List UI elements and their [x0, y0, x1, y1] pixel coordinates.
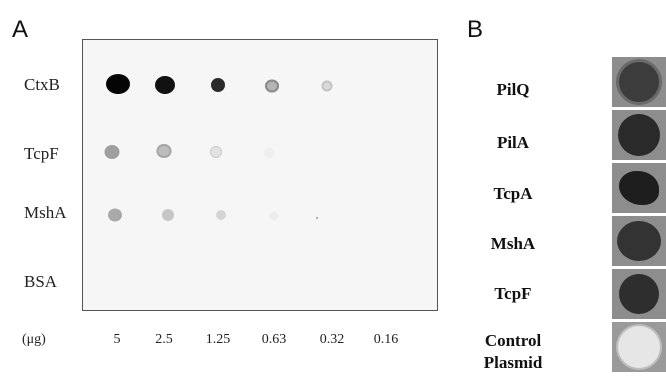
blot-dot	[155, 76, 175, 94]
colony-image-tcpa	[612, 163, 666, 213]
blot-dot	[108, 208, 122, 222]
panel-b-letter: B	[467, 16, 484, 43]
colony-image-pila	[612, 110, 666, 160]
colony-image-control	[612, 322, 666, 372]
blot-dot	[265, 79, 279, 93]
b-label-control-plasmid: Control Plasmid	[483, 331, 543, 372]
row-label-ctxb: CtxB	[24, 75, 60, 94]
blot-dot	[162, 209, 174, 221]
b-label-msha: MshA	[490, 234, 536, 253]
amount-label: 0.16	[373, 332, 399, 347]
amount-label: 1.25	[205, 332, 231, 347]
blot-dot	[264, 148, 274, 158]
panel-a-letter: A	[12, 16, 29, 43]
blot-dot	[211, 78, 225, 92]
blot-dot	[316, 217, 318, 219]
blot-dot	[321, 80, 333, 92]
b-label-pila: PilA	[496, 133, 530, 152]
row-label-msha: MshA	[24, 203, 67, 222]
colony-image-pilq	[612, 57, 666, 107]
b-label-tcpf: TcpF	[494, 284, 532, 303]
b-label-pilq: PilQ	[496, 80, 530, 99]
blot-dot	[269, 211, 279, 221]
b-label-tcpa: TcpA	[493, 184, 533, 203]
colony-image-tcpf	[612, 269, 666, 319]
blot-dot	[106, 74, 130, 94]
blot-dot	[104, 145, 120, 159]
amount-label: 5	[113, 332, 121, 347]
colony-image-msha	[612, 216, 666, 266]
dot-blot-membrane	[82, 39, 438, 311]
blot-dot	[210, 146, 222, 158]
amount-label: 0.32	[319, 332, 345, 347]
amount-unit-label: (μg)	[22, 332, 46, 347]
blot-dot	[216, 210, 226, 220]
row-label-tcpf: TcpF	[24, 144, 59, 163]
row-label-bsa: BSA	[24, 272, 58, 291]
amount-label: 2.5	[155, 332, 173, 347]
blot-dot	[156, 144, 172, 158]
amount-label: 0.63	[261, 332, 287, 347]
